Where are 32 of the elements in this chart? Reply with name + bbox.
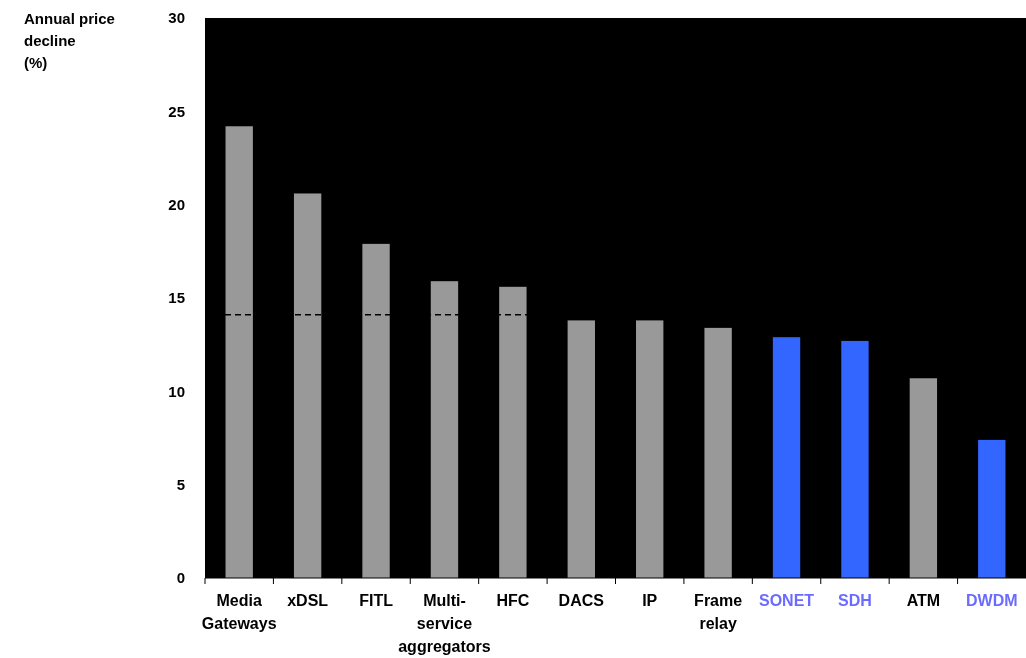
bar bbox=[225, 126, 253, 578]
bar bbox=[772, 337, 801, 578]
bar bbox=[909, 378, 938, 578]
x-tick-label: ATM bbox=[906, 592, 941, 609]
y-tick-label: 0 bbox=[176, 569, 185, 587]
bar bbox=[978, 439, 1006, 578]
x-tick-label: Multi-service aggregators bbox=[398, 592, 491, 655]
y-tick-label: 30 bbox=[168, 9, 185, 27]
bar bbox=[567, 320, 595, 578]
x-tick-label: IP bbox=[642, 592, 658, 609]
x-tick-label: SONET bbox=[758, 592, 815, 609]
bar bbox=[636, 320, 664, 578]
y-tick-label: 5 bbox=[176, 475, 185, 493]
y-tick-label: 15 bbox=[168, 289, 185, 307]
y-axis-title: Annual price decline (%) bbox=[24, 10, 115, 71]
x-tick-label: Frame relay bbox=[694, 592, 743, 632]
x-tick-label: HFC bbox=[496, 592, 530, 609]
x-tick-label: SDH bbox=[838, 592, 872, 609]
bar bbox=[362, 243, 390, 578]
bar bbox=[430, 281, 459, 578]
bar bbox=[499, 286, 527, 578]
y-tick-label: 25 bbox=[168, 102, 185, 120]
x-tick-label: DWDM bbox=[966, 592, 1018, 609]
x-tick-label: DACS bbox=[558, 592, 605, 609]
bar bbox=[841, 340, 869, 578]
bar bbox=[293, 193, 322, 578]
x-tick-label: FITL bbox=[359, 592, 394, 609]
bar bbox=[704, 327, 732, 578]
y-tick-label: 10 bbox=[168, 382, 185, 400]
x-tick-label: Media Gateways bbox=[201, 592, 277, 632]
y-tick-label: 20 bbox=[168, 195, 185, 213]
x-tick-label: xDSL bbox=[287, 592, 329, 609]
